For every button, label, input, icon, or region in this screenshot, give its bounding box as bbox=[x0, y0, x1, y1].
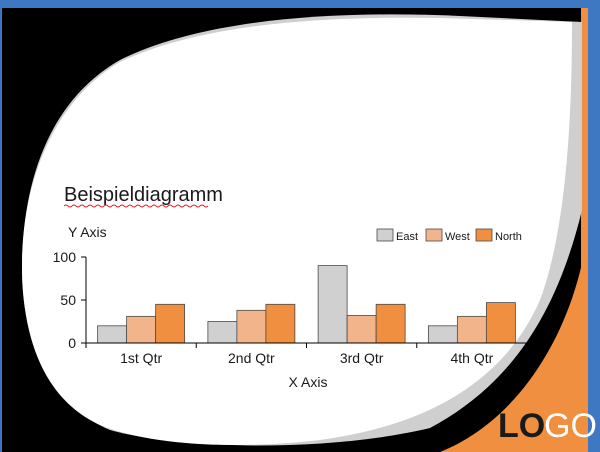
bars bbox=[97, 265, 516, 344]
legend-label-west: West bbox=[445, 231, 470, 243]
bar-west-2 bbox=[236, 309, 267, 344]
orange-wedge bbox=[440, 230, 588, 452]
bar-west-4 bbox=[456, 315, 487, 344]
x-tick-label: 2nd Qtr bbox=[228, 350, 275, 366]
bar-north-4 bbox=[485, 302, 516, 344]
bar-east-2 bbox=[207, 321, 238, 344]
legend-label-north: North bbox=[495, 231, 522, 243]
y-tick-label: 50 bbox=[60, 292, 76, 308]
x-axis-title: X Axis bbox=[289, 374, 328, 390]
y-tick-label: 0 bbox=[68, 335, 76, 351]
bar-east-3 bbox=[317, 265, 348, 344]
logo-light: GO bbox=[544, 407, 597, 445]
bar-east-4 bbox=[427, 325, 458, 344]
chart-title: Beispieldiagramm bbox=[64, 184, 223, 206]
spellcheck-underline bbox=[63, 204, 209, 208]
orange-strip bbox=[581, 8, 588, 452]
y-tick-label: 100 bbox=[53, 249, 77, 265]
x-tick-label: 3rd Qtr bbox=[340, 350, 384, 366]
legend-label-east: East bbox=[396, 231, 418, 243]
bar-east-1 bbox=[97, 325, 128, 344]
bar-west-3 bbox=[346, 315, 377, 344]
bar-west-1 bbox=[126, 315, 157, 344]
y-axis-title: Y Axis bbox=[68, 224, 107, 240]
legend-swatch-north bbox=[475, 228, 493, 242]
x-tick-label: 1st Qtr bbox=[120, 350, 162, 366]
legend: East West North bbox=[376, 228, 522, 243]
logo-bold: LO bbox=[498, 407, 545, 445]
bar-north-2 bbox=[265, 303, 296, 344]
legend-swatch-east bbox=[376, 228, 394, 242]
x-tick-label: 4th Qtr bbox=[450, 350, 493, 366]
legend-swatch-west bbox=[425, 228, 443, 242]
y-axis-ticks: 0 50 100 bbox=[53, 249, 86, 351]
bar-north-3 bbox=[375, 303, 406, 344]
x-axis-ticks: 1st Qtr 2nd Qtr 3rd Qtr 4th Qtr bbox=[85, 343, 528, 366]
bar-north-1 bbox=[155, 303, 186, 344]
